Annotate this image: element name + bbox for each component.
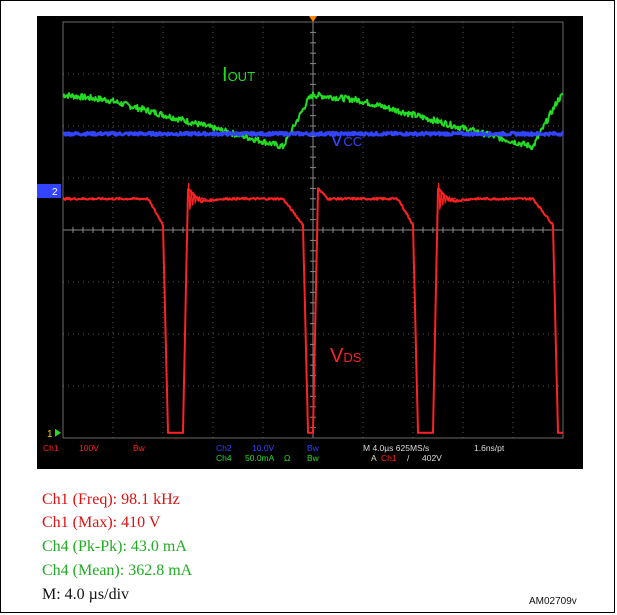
trace-vds-ringing xyxy=(187,182,207,210)
ch2-scale: 10.0V xyxy=(252,443,275,453)
trigger-prefix: A xyxy=(371,453,377,463)
trigger-slope: / xyxy=(407,453,410,463)
measurement-ch4-pkpk: Ch4 (Pk-Pk): 43.0 mA xyxy=(42,538,187,555)
oscilloscope-screen: IOUT VCC VDS 2 1 Ch1 100V Bw Ch2 10.0V Bw Ch… xyxy=(37,16,583,469)
timebase-readout: M 4.0µs 625MS/s xyxy=(363,443,430,453)
ch4-ohm: Ω xyxy=(284,453,291,463)
ch2-marker-icon xyxy=(37,184,61,198)
trace-vcc xyxy=(62,130,565,137)
figure-id: AM02709v xyxy=(529,596,577,607)
trigger-marker-icon xyxy=(309,16,317,22)
ch1-label: Ch1 xyxy=(43,443,59,453)
series-label-vcc: VCC xyxy=(330,129,362,151)
measurement-ch4-mean: Ch4 (Mean): 362.8 mA xyxy=(42,562,193,579)
ch1-scale: 100V xyxy=(79,443,99,453)
record-readout: 1.6ns/pt xyxy=(474,443,505,453)
series-label-vds: VDS xyxy=(330,345,362,367)
ch1-bw: Bw xyxy=(133,443,145,453)
ch2-label: Ch2 xyxy=(216,443,232,453)
ch4-bw: Bw xyxy=(307,453,319,463)
ch4-scale: 50.0mA xyxy=(245,453,275,463)
measurement-ch1-max: Ch1 (Max): 410 V xyxy=(42,514,161,531)
trace-vds xyxy=(62,187,564,434)
measurement-timebase: M: 4.0 µs/div xyxy=(42,586,130,603)
trigger-channel: Ch1 xyxy=(381,453,397,463)
waveform-plot: IOUT VCC VDS 2 1 xyxy=(37,16,565,440)
trigger-level: 402V xyxy=(422,453,442,463)
ch1-marker-label: 1 xyxy=(47,429,53,440)
measurement-ch1-freq: Ch1 (Freq): 98.1 kHz xyxy=(42,491,180,508)
series-label-iout: IOUT xyxy=(222,64,255,86)
ch2-marker-label: 2 xyxy=(52,187,58,198)
ch4-marker-icon xyxy=(55,428,61,437)
ch4-label: Ch4 xyxy=(216,453,232,463)
trace-vds-ringing xyxy=(437,182,457,210)
ch2-bw: Bw xyxy=(307,443,319,453)
